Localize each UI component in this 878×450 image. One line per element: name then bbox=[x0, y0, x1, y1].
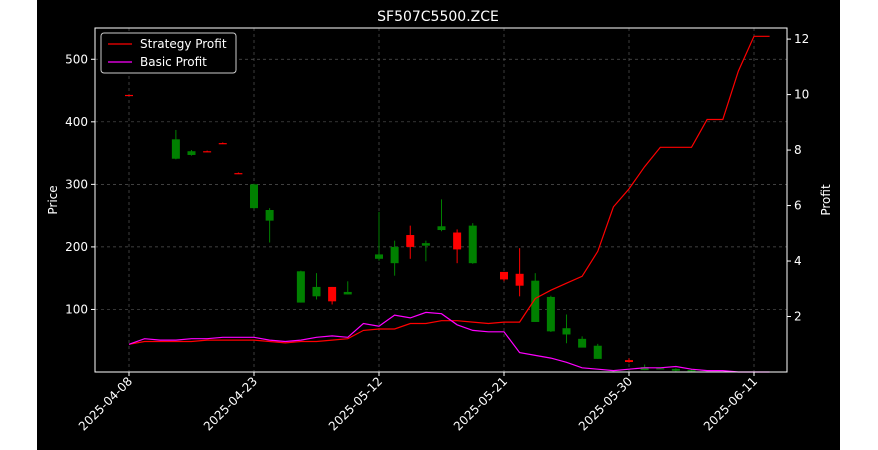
candles bbox=[125, 94, 696, 372]
candle-body bbox=[406, 235, 415, 247]
candle-body bbox=[328, 286, 337, 302]
candle-body bbox=[390, 246, 399, 264]
profit-lines bbox=[128, 35, 770, 373]
candle-body bbox=[640, 366, 649, 371]
strategy-profit-line bbox=[128, 35, 770, 345]
candle-body bbox=[343, 291, 352, 295]
chart-title: SF507C5500.ZCE bbox=[377, 9, 499, 25]
candle-body bbox=[687, 370, 696, 372]
candle-body bbox=[375, 254, 383, 259]
x-tick-label: 2025-05-30 bbox=[576, 374, 635, 433]
y-tick-label-left: 200 bbox=[65, 240, 88, 254]
x-tick-label: 2025-05-21 bbox=[451, 374, 510, 433]
candle-body bbox=[656, 368, 665, 370]
y-tick-label-right: 2 bbox=[794, 310, 802, 324]
y-tick-label-left: 100 bbox=[65, 302, 88, 316]
y-tick-label-left: 300 bbox=[65, 177, 88, 191]
x-tick-label: 2025-05-12 bbox=[326, 374, 385, 433]
y-tick-label-right: 10 bbox=[794, 88, 809, 102]
candle-body bbox=[562, 328, 571, 335]
candle-body bbox=[421, 243, 430, 246]
candle-body bbox=[171, 139, 180, 159]
basic-profit-line bbox=[128, 311, 770, 373]
candle-body bbox=[250, 184, 258, 209]
right-axis: 2 4 6 8 10 12 bbox=[787, 32, 809, 324]
candle-body bbox=[234, 173, 243, 175]
grid bbox=[95, 28, 787, 372]
plot-frame bbox=[94, 27, 788, 373]
x-tick-label: 2025-06-11 bbox=[701, 374, 760, 433]
candle-body bbox=[437, 226, 446, 231]
candle-body bbox=[187, 151, 196, 155]
y-tick-label-right: 12 bbox=[794, 32, 809, 46]
y-tick-label-right: 4 bbox=[794, 254, 802, 268]
figure: SF507C5500.ZCE 100 200 300 400 500 2 4 6 8 10 12 … bbox=[37, 0, 840, 450]
x-tick-label: 2025-04-08 bbox=[76, 374, 135, 433]
y-tick-label-right: 6 bbox=[794, 199, 802, 213]
y-tick-label-left: 500 bbox=[65, 52, 88, 66]
candle-body bbox=[265, 210, 274, 221]
candle-body bbox=[593, 345, 602, 359]
legend-label-strategy: Strategy Profit bbox=[140, 37, 227, 51]
candle-body bbox=[453, 232, 462, 250]
x-axis: 2025-04-08 2025-04-23 2025-05-12 2025-05-21… bbox=[76, 372, 760, 433]
legend-box bbox=[100, 32, 237, 74]
candle-body bbox=[125, 94, 133, 97]
x-tick-label: 2025-04-23 bbox=[201, 374, 260, 433]
candle-body bbox=[468, 225, 477, 264]
candle-body bbox=[546, 296, 555, 332]
candle-body bbox=[671, 368, 680, 371]
candle-body bbox=[515, 273, 524, 286]
candle-body bbox=[296, 271, 305, 303]
candle-body bbox=[531, 280, 540, 322]
candle-body bbox=[218, 143, 227, 145]
candle-body bbox=[312, 286, 321, 297]
legend[interactable]: Strategy Profit Basic Profit bbox=[100, 32, 237, 74]
candle-body bbox=[625, 360, 633, 362]
y-tick-label-right: 8 bbox=[794, 143, 802, 157]
left-axis: 100 200 300 400 500 bbox=[65, 52, 95, 316]
candle-body bbox=[500, 271, 508, 280]
left-axis-label: Price bbox=[46, 185, 60, 214]
legend-label-basic: Basic Profit bbox=[140, 55, 207, 69]
candle-body bbox=[203, 151, 212, 153]
candle-body bbox=[578, 338, 587, 348]
y-tick-label-left: 400 bbox=[65, 115, 88, 129]
right-axis-label: Profit bbox=[819, 184, 833, 216]
